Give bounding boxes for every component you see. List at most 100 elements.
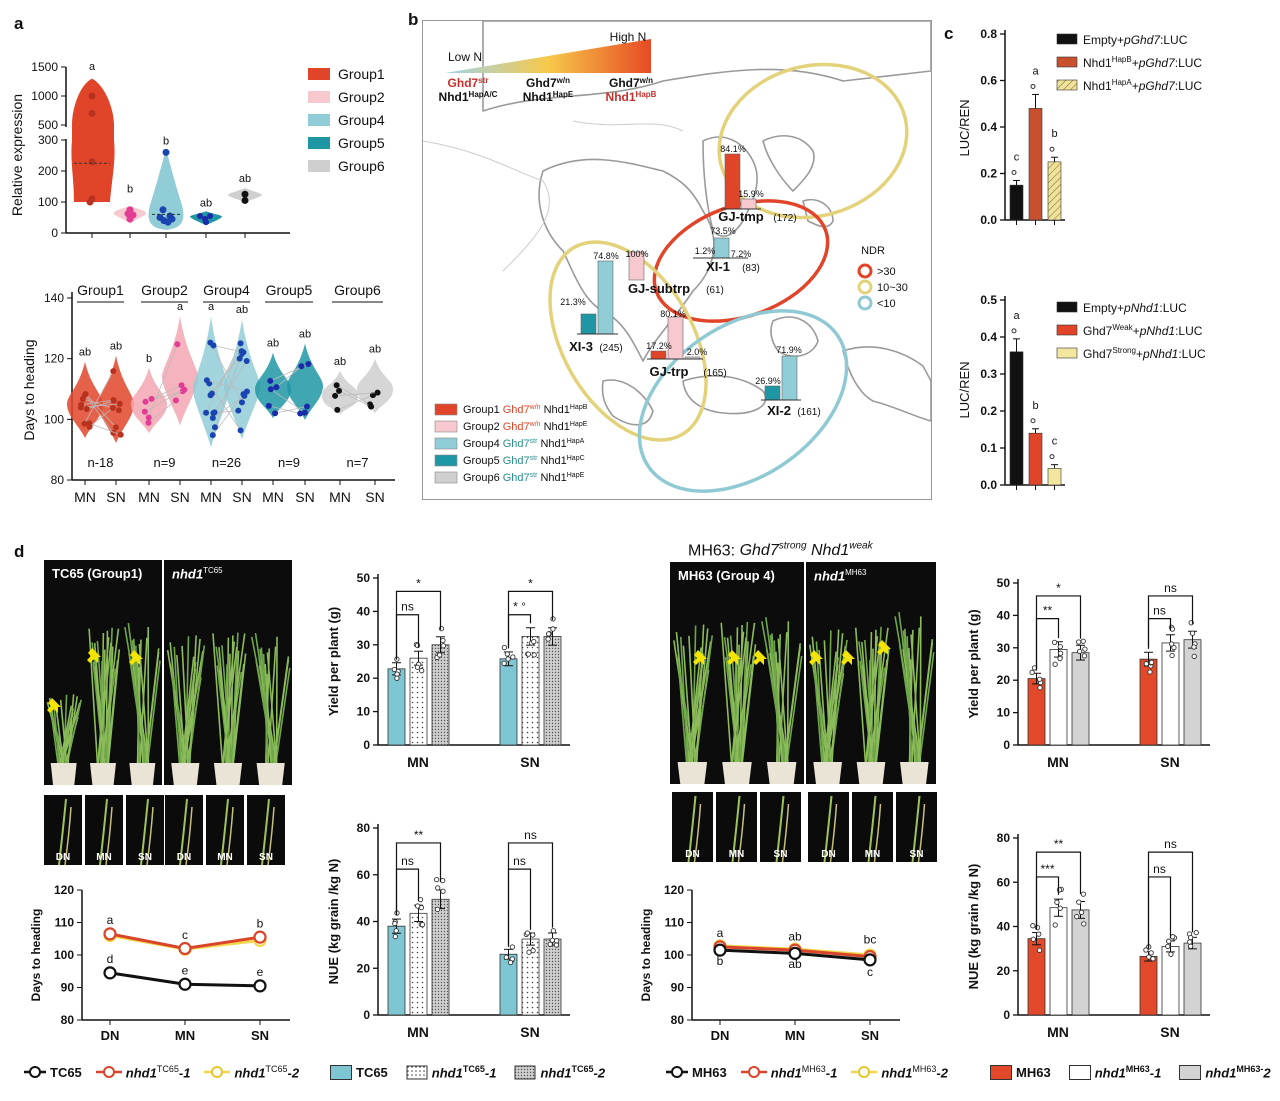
dot	[112, 424, 119, 431]
bar-group4	[713, 237, 730, 259]
legend-label: Group5	[338, 135, 385, 151]
x-label: MN	[74, 489, 96, 505]
group-title: Group4	[203, 282, 250, 298]
sig-letter: a	[1013, 310, 1020, 322]
tick-label: 60	[357, 868, 371, 882]
leaf	[262, 653, 269, 764]
dot	[265, 402, 272, 409]
allele-bottom: Nhd1HapB	[606, 90, 657, 104]
ndr-label: >30	[877, 266, 896, 278]
mh63-title: MH63: Ghd7strong Nhd1weak	[688, 541, 873, 560]
sig-mark: ns	[1164, 837, 1177, 851]
legend-post: :LUC	[1159, 301, 1187, 315]
tick-label: 500	[38, 118, 58, 132]
tick-label: 100	[664, 948, 684, 962]
ylabel: NUE (kg grain /kg N)	[966, 864, 981, 990]
panel-label-d: d	[14, 542, 25, 561]
x-label: DN	[711, 1028, 730, 1043]
legend-sup: HapE	[570, 421, 588, 428]
dot	[434, 906, 441, 913]
strip-label: MN	[217, 852, 233, 863]
bar	[387, 925, 406, 1016]
tick-label: 0.5	[980, 293, 997, 307]
leaf	[182, 668, 197, 764]
tick-label: 0.4	[980, 120, 997, 134]
legend-sup: Weak	[1112, 323, 1133, 332]
sig-mark: **	[414, 828, 424, 842]
pct: 74.8%	[593, 251, 619, 261]
strip-label: SN	[259, 852, 273, 863]
legend-allele: Ghd7	[503, 455, 530, 467]
legend-swatch	[308, 68, 330, 80]
leaf	[181, 645, 190, 764]
dot	[553, 938, 560, 944]
leaf	[831, 629, 840, 763]
legend-sup: HapC	[567, 455, 585, 462]
dot	[203, 377, 210, 384]
series-point	[103, 927, 117, 941]
tick-label: 20	[997, 964, 1011, 978]
tick-label: 120	[54, 883, 74, 897]
ylabel: Relative expression	[9, 94, 25, 216]
pair-line	[205, 343, 241, 413]
dot	[526, 949, 532, 955]
region-n: (172)	[773, 213, 796, 224]
dot	[86, 198, 94, 206]
group-title: Group1	[77, 282, 124, 298]
panel-label-c: c	[944, 24, 954, 43]
sig-mark: ***	[1040, 862, 1054, 876]
bar	[1009, 351, 1024, 486]
dot	[164, 218, 172, 226]
dot	[525, 651, 532, 657]
leaf	[266, 652, 278, 764]
photo-tc65-label: TC65 (Group1)	[52, 566, 143, 581]
sig-letter: ab	[239, 173, 251, 185]
legend-post: :LUC	[1175, 79, 1203, 93]
pair-line	[212, 395, 245, 419]
tick-label: 40	[997, 608, 1011, 622]
sig-bracket	[1035, 876, 1060, 930]
dot	[81, 420, 88, 427]
pct: 100%	[625, 249, 648, 259]
dot	[1057, 650, 1064, 656]
bar	[431, 898, 450, 1016]
dot	[393, 928, 399, 934]
sig-letter: bc	[864, 933, 877, 947]
dot	[1049, 146, 1055, 152]
leaf	[775, 651, 783, 763]
x-label: MN	[407, 1024, 429, 1040]
strip-label: SN	[909, 849, 924, 860]
region-name: GJ-tmp	[718, 209, 764, 224]
dot	[549, 937, 556, 943]
dot	[531, 652, 537, 658]
photo-nhd1-tc65: nhd1TC65	[164, 560, 292, 785]
panicle-strip: MN	[852, 792, 893, 862]
dot	[1193, 929, 1199, 936]
pot	[213, 763, 243, 785]
dot	[436, 652, 443, 658]
pct: 17.2%	[646, 341, 672, 351]
dot	[334, 406, 341, 413]
violin-group1	[71, 78, 115, 202]
panel-label-a: a	[14, 14, 24, 33]
x-label: SN	[520, 754, 539, 770]
tc65-nue-chart: NUE (kg grain /kg N)806040200MN**nsSNnsn…	[326, 821, 570, 1040]
sig-letter: d	[107, 952, 114, 966]
legend-sup: HapA	[1112, 78, 1133, 87]
bar	[409, 912, 428, 1016]
bar	[1161, 642, 1180, 746]
panicle-strip: SN	[760, 792, 801, 862]
legend-italic: pGhd7	[1123, 33, 1161, 47]
bar	[431, 644, 450, 746]
border	[423, 120, 684, 272]
leaf	[812, 661, 823, 763]
legend-swatch	[434, 420, 458, 433]
bar	[1028, 432, 1043, 486]
legend-italic: pGhd7	[1138, 56, 1176, 70]
legend-label: Group5 Ghd7str Nhd1HapC	[463, 455, 585, 467]
dot	[297, 410, 304, 417]
sig-letter: b	[127, 184, 133, 196]
dot	[1036, 931, 1042, 937]
dot	[1191, 644, 1197, 650]
